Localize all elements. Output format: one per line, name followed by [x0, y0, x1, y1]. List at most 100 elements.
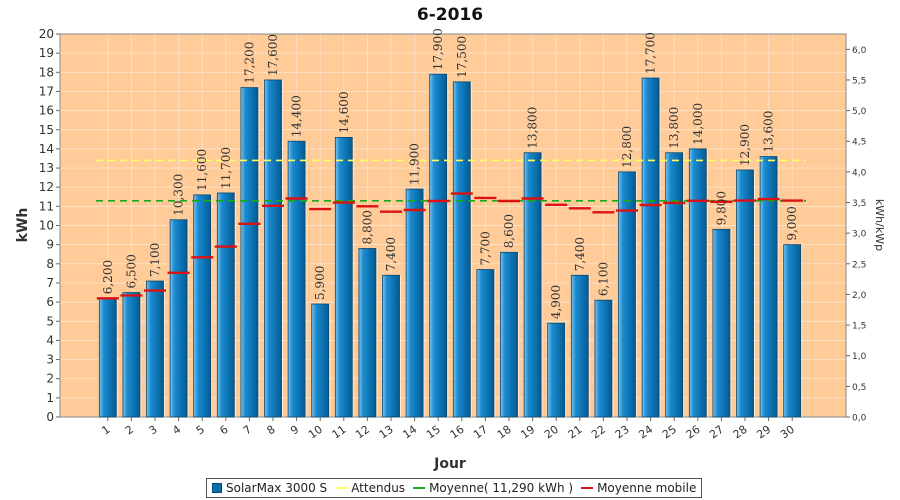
legend-label-production: SolarMax 3000 S	[226, 481, 328, 495]
bar-label: 7,400	[384, 237, 398, 271]
bar-label: 6,200	[101, 260, 115, 294]
y2-tick-label: 6,0	[852, 46, 867, 56]
legend-item-expected: Attendus	[335, 481, 405, 495]
bar-label: 17,200	[242, 42, 256, 84]
bar-label: 13,600	[762, 111, 776, 153]
chart-title: 6-2016	[417, 5, 483, 25]
bar	[618, 171, 636, 418]
bar	[334, 137, 353, 418]
y-tick-label: 14	[39, 142, 54, 156]
bar-label: 14,600	[337, 91, 351, 133]
bar-label: 4,900	[549, 285, 563, 319]
bar	[570, 274, 589, 418]
y-tick-label: 4	[46, 333, 54, 347]
bar	[264, 79, 282, 418]
bar	[665, 152, 684, 418]
bar	[688, 148, 707, 418]
bar-label: 7,700	[478, 231, 492, 265]
bar	[736, 169, 754, 418]
legend-item-moving-average: Moyenne mobile	[581, 481, 696, 495]
bar-label: 11,900	[408, 143, 422, 185]
y-tick-label: 3	[46, 353, 54, 367]
legend-swatch-expected	[335, 487, 348, 489]
bar	[641, 77, 660, 418]
y2-tick-label: 2,5	[852, 260, 866, 270]
bar	[98, 297, 117, 418]
y2-tick-label: 0,5	[852, 383, 866, 393]
y2-tick-label: 1,0	[852, 352, 867, 362]
bar-label: 14,000	[691, 103, 705, 145]
bar	[759, 156, 778, 418]
y-tick-label: 15	[39, 123, 54, 137]
legend: SolarMax 3000 S Attendus Moyenne( 11,290…	[206, 478, 703, 498]
y-tick-label: 1	[46, 391, 54, 405]
y2-tick-label: 2,0	[852, 291, 867, 301]
bar	[216, 192, 235, 418]
bar	[122, 292, 141, 418]
bar-label: 13,800	[526, 107, 540, 149]
bar-label: 12,900	[738, 124, 752, 166]
bar-labels: 6,200 6,500 7,100 10,300 11,600 11,700 17,200 1…	[101, 28, 799, 319]
bar	[287, 140, 306, 418]
y-tick-label: 10	[39, 219, 54, 233]
y-tick-label: 13	[39, 161, 54, 175]
legend-swatch-moving-average	[581, 487, 594, 489]
bar	[429, 73, 448, 418]
y-tick-label: 18	[39, 65, 54, 79]
bar	[240, 87, 259, 418]
y-tick-label: 8	[46, 257, 54, 271]
x-axis-title: Jour	[433, 456, 466, 472]
y-tick-label: 19	[39, 46, 54, 60]
y2-tick-label: 3,5	[852, 199, 866, 209]
legend-label-average: Moyenne( 11,290 kWh )	[429, 481, 574, 495]
bar	[382, 274, 400, 418]
bar-label: 11,600	[195, 149, 209, 191]
y-tick-label: 7	[46, 276, 54, 290]
legend-label-moving-average: Moyenne mobile	[597, 481, 697, 495]
y2-tick-label: 0,0	[852, 414, 867, 424]
bar	[311, 303, 330, 418]
bar-label: 7,100	[148, 243, 162, 277]
bar	[500, 251, 518, 418]
bar-label: 11,700	[219, 147, 233, 189]
bar-label: 5,900	[313, 266, 327, 300]
y-tick-label: 9	[46, 238, 54, 252]
bar-label: 6,500	[124, 254, 138, 288]
bar	[452, 81, 471, 418]
bar	[169, 219, 188, 418]
y-tick-label: 5	[46, 314, 54, 328]
y2-axis-title: kWh/kWp	[873, 199, 886, 251]
bar-label: 17,600	[266, 34, 280, 76]
y-tick-label: 16	[39, 104, 54, 118]
y-axis-title: kWh	[15, 208, 31, 243]
y2-tick-label: 4,0	[852, 168, 867, 178]
bar-label: 6,100	[596, 262, 610, 296]
legend-swatch-production	[212, 483, 222, 493]
bar	[594, 299, 613, 418]
bar	[405, 188, 424, 418]
y-tick-label: 0	[46, 410, 54, 424]
y2-tick-label: 1,5	[852, 322, 866, 332]
y-tick-label: 6	[46, 295, 54, 309]
bar	[193, 194, 212, 418]
bar-label: 17,900	[431, 28, 445, 70]
legend-item-production: SolarMax 3000 S	[212, 481, 327, 495]
bar-label: 13,800	[667, 107, 681, 149]
legend-item-average: Moyenne( 11,290 kWh )	[413, 481, 573, 495]
y2-axis: 0,0 0,5 1,0 1,5 2,0 2,5 3,0 3,5 4,0 4,5 5,0 5,5 6,0	[846, 46, 867, 424]
bar	[783, 244, 802, 418]
bar-label: 10,300	[172, 174, 186, 216]
y2-tick-label: 4,5	[852, 138, 866, 148]
bar	[358, 248, 377, 418]
y-tick-label: 17	[39, 84, 54, 98]
bar-label: 12,800	[620, 126, 634, 168]
bar	[523, 152, 542, 418]
bar	[547, 322, 566, 418]
bar	[476, 269, 495, 418]
bar-label: 14,400	[290, 95, 304, 137]
bar-label: 7,400	[573, 237, 587, 271]
bars	[98, 73, 803, 418]
y-tick-label: 12	[39, 180, 54, 194]
